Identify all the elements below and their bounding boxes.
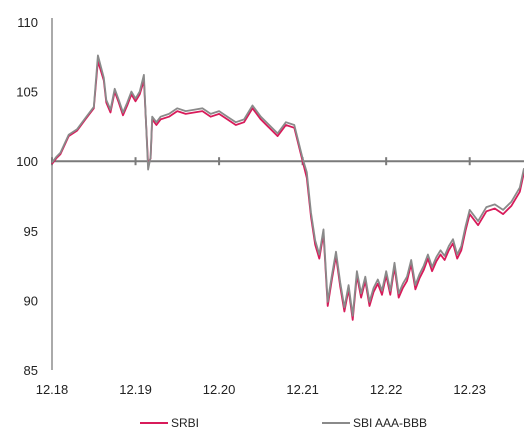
y-tick-label: 100 [16, 154, 38, 169]
y-tick-label: 90 [24, 293, 38, 308]
series-layer [51, 54, 524, 321]
legend: SRBI SBI AAA-BBB [140, 416, 427, 428]
y-tick-label: 95 [24, 224, 38, 239]
series-line-srbi [51, 60, 524, 321]
x-tick-label: 12.20 [203, 382, 236, 397]
x-tick-labels: 12.18 12.19 12.20 12.21 12.22 12.23 [36, 382, 486, 397]
y-tick-label: 110 [17, 15, 38, 30]
series-line-sbi-aaa-bbb [51, 54, 524, 317]
x-tick-label: 12.19 [119, 382, 152, 397]
y-tick-label: 85 [24, 363, 38, 378]
legend-label-srbi: SRBI [171, 416, 199, 428]
x-tick-label: 12.18 [36, 382, 69, 397]
y-tick-label: 105 [16, 85, 38, 100]
reference-line-layer [51, 157, 524, 166]
legend-label-sbi: SBI AAA-BBB [353, 416, 427, 428]
x-tick-label: 12.23 [453, 382, 486, 397]
x-tick-label: 12.22 [370, 382, 403, 397]
y-tick-labels: 85 90 95 100 105 110 [16, 15, 38, 378]
x-tick-label: 12.21 [286, 382, 319, 397]
